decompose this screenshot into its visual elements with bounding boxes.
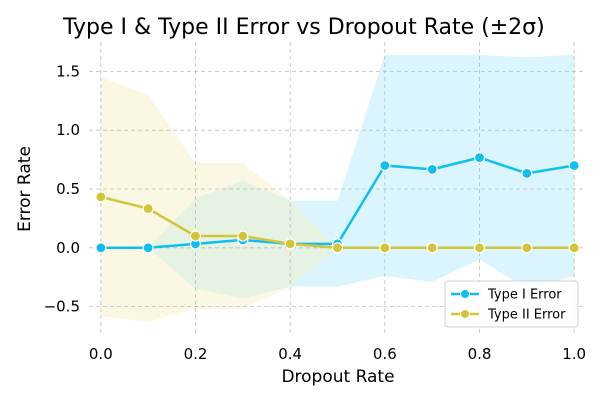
series-2-point [237, 230, 249, 242]
series-2-point [473, 242, 486, 254]
series-2-point [284, 238, 296, 250]
legend: Type I Error Type II Error [444, 280, 579, 328]
y-tick-label: 1.5 [56, 62, 80, 80]
y-axis-label: Error Rate [15, 146, 35, 232]
x-tick-label: 0.4 [278, 345, 302, 363]
series-2-point [379, 242, 391, 254]
y-tick-label: 0.5 [56, 180, 80, 198]
y-tick-label: 0.0 [56, 239, 80, 257]
x-tick-label: 0.6 [373, 345, 397, 363]
series-2-point [95, 191, 107, 203]
confidence-band-1 [100, 54, 575, 299]
tick-labels: 0.0 0.2 0.4 0.6 0.8 1.0 −0.5 0.0 0.5 1.0 1.5 [44, 62, 587, 363]
confidence-bands [100, 54, 575, 322]
chart-title: Type I & Type II Error vs Dropout Rate (… [62, 15, 545, 40]
series-1-point [379, 159, 391, 172]
legend-marker [460, 289, 470, 299]
series-2-point [142, 203, 154, 215]
legend-box [444, 280, 579, 328]
series-1-point [95, 242, 107, 254]
legend-marker [460, 309, 470, 319]
series-2-point [189, 230, 202, 242]
series-2-point [568, 242, 580, 254]
series-1-point [568, 159, 580, 172]
x-tick-label: 1.0 [562, 345, 586, 363]
series-1-point [521, 167, 533, 179]
x-tick-label: 0.8 [468, 345, 492, 363]
series-2-point [426, 242, 438, 254]
series-1-point [142, 242, 154, 254]
series-1-point [473, 152, 486, 164]
confidence-band-2 [100, 77, 575, 322]
y-tick-label: 1.0 [56, 121, 80, 139]
x-tick-label: 0.2 [184, 345, 208, 363]
x-tick-label: 0.0 [89, 345, 113, 363]
legend-label: Type I Error [487, 288, 562, 303]
series-points [95, 152, 580, 254]
series-1-point [426, 163, 438, 175]
x-axis-label: Dropout Rate [281, 367, 394, 387]
series-2-point [521, 242, 533, 254]
legend-label: Type II Error [487, 308, 566, 323]
series-2-point [331, 242, 344, 254]
y-tick-label: −0.5 [44, 298, 80, 316]
